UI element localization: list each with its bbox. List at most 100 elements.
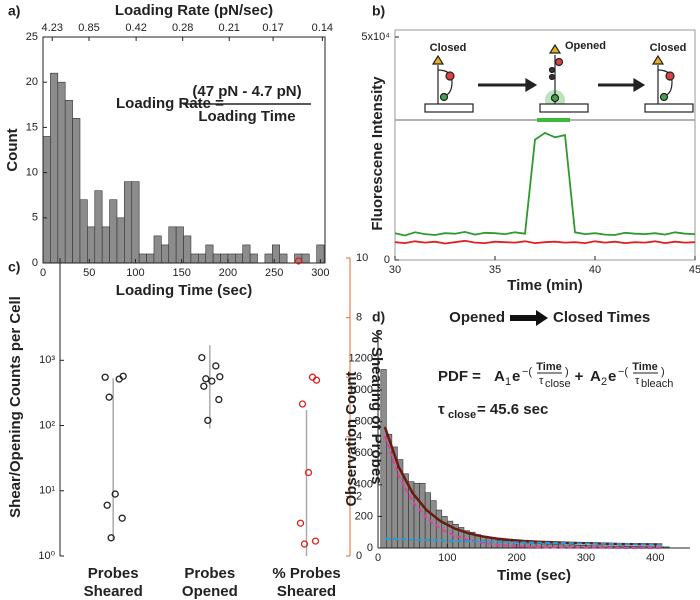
category-label: Opened xyxy=(182,583,238,600)
annotation-sub: close xyxy=(448,409,476,421)
dot xyxy=(216,373,224,381)
y-tick-label: 800 xyxy=(355,416,373,428)
y-tick-label: 20 xyxy=(26,76,38,88)
x-tick-label: 200 xyxy=(507,552,525,564)
x-tick-label: 150 xyxy=(173,267,191,279)
y-tick-label: 10³ xyxy=(39,354,55,366)
series-line xyxy=(394,239,696,245)
inset-label: Opened xyxy=(565,40,606,52)
dot xyxy=(300,540,309,548)
exp-den: τ xyxy=(635,375,640,387)
exp-open: −( xyxy=(618,366,628,378)
x-axis-label: Time (sec) xyxy=(497,567,571,584)
surface xyxy=(539,103,589,113)
y-axis-label: Fluorescene Intensity xyxy=(369,76,386,231)
dot xyxy=(304,468,313,477)
y-tick-label: 5 xyxy=(32,212,38,224)
formula-numerator: (47 pN - 4.7 pN) xyxy=(192,83,301,100)
dot xyxy=(296,519,305,527)
formula-lhs: Loading Rate = xyxy=(116,95,224,112)
bar xyxy=(212,253,221,264)
dot xyxy=(312,376,321,384)
bar xyxy=(279,253,288,264)
bar xyxy=(50,72,59,264)
bar xyxy=(413,482,420,549)
x-tick-label: 200 xyxy=(219,267,237,279)
y-tick-label: 200 xyxy=(355,510,373,522)
panel-label: a) xyxy=(8,3,20,19)
annotation-symbol: τ xyxy=(438,401,445,418)
dot xyxy=(294,257,303,265)
x-tick-label: 300 xyxy=(311,267,329,279)
exp-close: ) xyxy=(661,366,665,378)
dot xyxy=(198,353,206,362)
panel-label: b) xyxy=(372,3,385,19)
y-axis-label: Observation Count xyxy=(343,371,360,506)
hairpin xyxy=(437,69,453,97)
y-tick-label: 5x10⁴ xyxy=(361,31,390,43)
bar xyxy=(124,181,133,264)
y-tick-label: 1000 xyxy=(349,384,373,396)
bar xyxy=(109,199,118,264)
coef: A xyxy=(494,368,505,385)
x-tick-label: 0 xyxy=(375,552,381,564)
bar xyxy=(94,190,103,264)
bar xyxy=(101,226,110,264)
fit-line xyxy=(383,426,663,546)
x2-tick-label: 0.14 xyxy=(312,22,333,34)
x-tick-label: 30 xyxy=(389,264,401,276)
inset-label: Closed xyxy=(650,42,687,54)
coef-sub: 1 xyxy=(505,376,511,388)
title: Opened xyxy=(449,309,505,326)
y-tick-label: 10¹ xyxy=(39,485,55,497)
bar xyxy=(271,244,280,264)
dot xyxy=(311,537,320,545)
quencher xyxy=(445,71,455,81)
quencher xyxy=(665,71,675,81)
inset-schematic xyxy=(424,43,694,113)
panel-label: c) xyxy=(8,259,20,275)
exp-den-sub: close xyxy=(545,378,571,390)
x-axis-label: Time (min) xyxy=(507,277,583,294)
y-tick-label: 25 xyxy=(26,31,38,43)
y-tick-label: 600 xyxy=(355,447,373,459)
x2-tick-label: 0.28 xyxy=(172,22,193,34)
x2-tick-label: 0.42 xyxy=(125,22,146,34)
x-axis-label: Loading Time (sec) xyxy=(116,282,252,299)
x-tick-label: 0 xyxy=(40,267,46,279)
bar xyxy=(198,253,207,264)
annotation-text: = 45.6 sec xyxy=(477,401,548,418)
dot xyxy=(118,514,126,522)
exp-num: Time xyxy=(632,361,657,373)
bar xyxy=(79,199,88,264)
bar xyxy=(161,244,170,264)
bar xyxy=(146,253,155,264)
dot xyxy=(200,382,208,390)
dot xyxy=(105,393,113,401)
y-axis-label: Shear/Opening Counts per Cell xyxy=(7,296,24,518)
title: Closed Times xyxy=(553,309,650,326)
bead xyxy=(548,73,556,81)
title-arrowhead xyxy=(536,310,548,326)
dot xyxy=(212,362,220,370)
bar xyxy=(153,235,162,264)
arrowhead xyxy=(525,77,538,93)
x-tick-label: 400 xyxy=(646,552,664,564)
category-label: Probes xyxy=(184,565,235,582)
x2-tick-label: 0.85 xyxy=(78,22,99,34)
category-label: Probes xyxy=(88,565,139,582)
y-tick-label: 6 xyxy=(356,371,362,383)
y-tick-label: 4 xyxy=(356,431,362,443)
x-tick-label: 35 xyxy=(489,264,501,276)
dot xyxy=(298,400,307,408)
fluorophore xyxy=(439,92,449,102)
y-tick-label: 0 xyxy=(367,542,373,554)
x-tick-label: 250 xyxy=(265,267,283,279)
x-tick-label: 100 xyxy=(126,267,144,279)
exp-base: e xyxy=(512,368,520,385)
bar xyxy=(249,253,258,264)
y-tick-label: 15 xyxy=(26,121,38,133)
bar xyxy=(168,226,177,264)
bar xyxy=(183,235,192,264)
